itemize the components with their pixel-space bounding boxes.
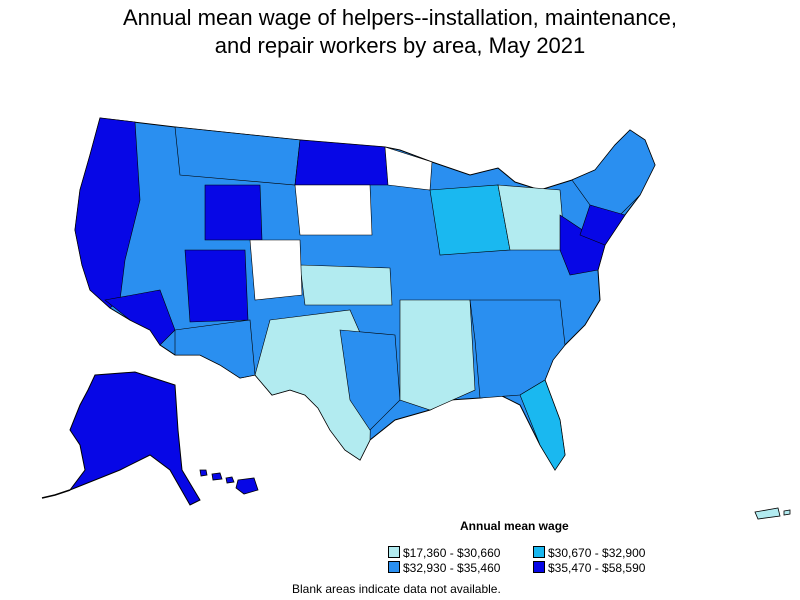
great-lakes-region [497, 184, 566, 251]
region-patches [74, 117, 656, 471]
pacific-coast-region [74, 117, 141, 309]
legend-title: Annual mean wage [460, 519, 569, 533]
legend-label-high: $35,470 - $58,590 [548, 561, 646, 575]
plains-blank-a [294, 184, 373, 236]
south-central-region [399, 299, 476, 411]
florida-region [519, 379, 566, 471]
montana-region [174, 126, 301, 186]
map-title: Annual mean wage of helpers--installatio… [0, 4, 800, 60]
footnote: Blank areas indicate data not available. [292, 582, 501, 596]
legend-item-low: $30,670 - $32,900 [533, 546, 645, 560]
east-texas-region [339, 329, 401, 431]
southwest-high-region [104, 289, 176, 346]
alaska-shape [68, 371, 201, 506]
northern-plains-region [294, 139, 389, 186]
kansas-region [299, 264, 393, 306]
legend-label-mid: $32,930 - $35,460 [403, 561, 501, 575]
puerto-rico-shape [754, 507, 791, 520]
legend-item-mid: $32,930 - $35,460 [388, 561, 500, 575]
map-title-line1: Annual mean wage of helpers--installatio… [123, 5, 677, 30]
legend-swatch-lowest [388, 546, 400, 558]
aleutian-islands [41, 489, 71, 499]
hawaii-shape [199, 469, 259, 495]
mountain-region-a [204, 184, 263, 241]
legend-swatch-high [533, 561, 545, 573]
four-corners-region [184, 249, 249, 323]
legend-swatch-mid [388, 561, 400, 573]
midwest-region [429, 184, 511, 256]
legend-item-lowest: $17,360 - $30,660 [388, 546, 500, 560]
legend-label-lowest: $17,360 - $30,660 [403, 546, 501, 560]
colorado-blank-region [249, 239, 303, 301]
map-title-line2: and repair workers by area, May 2021 [214, 33, 586, 58]
legend-swatch-low [533, 546, 545, 558]
legend-label-low: $30,670 - $32,900 [548, 546, 646, 560]
northeast-high-region [579, 204, 626, 246]
legend-item-high: $35,470 - $58,590 [533, 561, 645, 575]
southeast-region [469, 299, 566, 399]
southwest-desert-region [174, 319, 256, 379]
